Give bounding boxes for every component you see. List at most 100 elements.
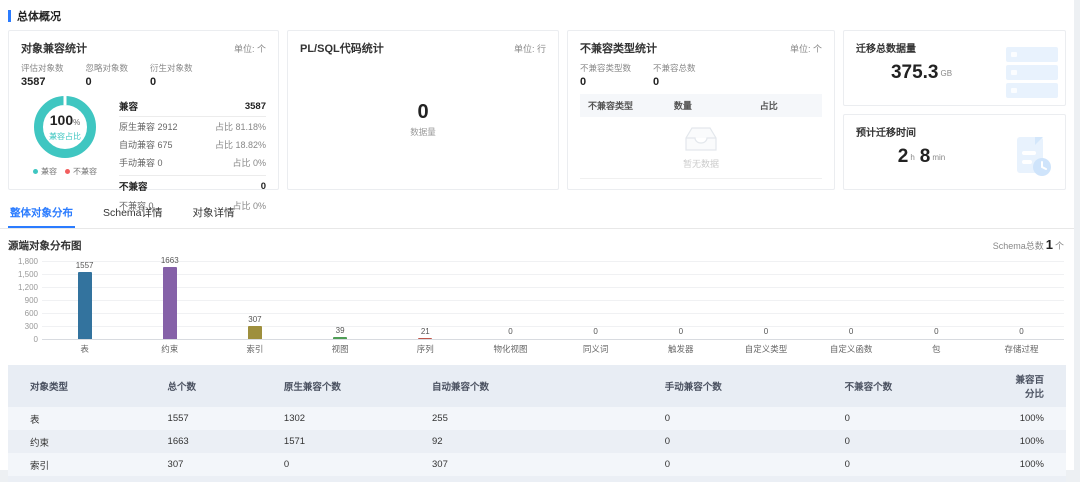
bar-value-label: 39	[335, 326, 345, 335]
card-head: 对象兼容统计 单位: 个	[9, 31, 278, 60]
x-axis-label: 同义词	[582, 344, 609, 354]
compat-row-label: 自动兼容 675	[119, 139, 173, 150]
table-column-header: 兼容百分比	[1013, 365, 1066, 407]
table-cell: 0	[822, 453, 1014, 476]
legend-dot	[33, 169, 38, 174]
object-distribution-chart: 0 300 600 900 1,200 1,500 1,800 1557 1663 307 39 21…	[8, 256, 1064, 355]
card-unit: 单位: 个	[233, 43, 266, 54]
col-header: 占比	[759, 101, 778, 111]
table-cell: 视图	[8, 476, 146, 482]
tab-overall-distribution[interactable]: 整体对象分布	[8, 200, 75, 228]
legend-item: 兼容	[33, 166, 57, 177]
table-row: 索引 307 0 307 0 0 100%	[8, 453, 1066, 476]
table-cell: 255	[410, 407, 643, 430]
compat-row: 不兼容 0	[119, 175, 266, 196]
donut-percent: 100%	[49, 111, 81, 128]
stat-value: 0	[85, 76, 92, 88]
empty-text: 暂无数据	[682, 159, 719, 169]
gridline	[42, 287, 1064, 288]
stat-label: 衍生对象数	[150, 63, 193, 73]
bar-slot: 307	[212, 261, 297, 339]
bar-value-label: 0	[508, 327, 513, 336]
stat-block: 忽略对象数 0	[86, 62, 129, 88]
donut-notch	[63, 95, 67, 105]
table-cell: 0	[261, 453, 411, 476]
migration-time-value: 2 h 8 min	[897, 146, 946, 167]
bar-value-label: 21	[420, 327, 430, 336]
empty-state: 暂无数据	[580, 117, 822, 179]
table-cell: 100%	[1013, 430, 1066, 453]
tab-object-detail[interactable]: 对象详情	[192, 207, 235, 219]
stat-label: 不兼容类型数	[580, 63, 632, 73]
bar-slot: 0	[468, 261, 553, 339]
compat-row-label: 不兼容	[119, 182, 148, 193]
donut-chart: 100% 兼容占比	[34, 95, 96, 158]
bar	[162, 267, 177, 339]
compat-row-value: 0	[260, 180, 266, 192]
incompatible-types-card: 不兼容类型统计 单位: 个 不兼容类型数 0 不兼容总数 0 不兼容类型 数量 占比 …	[567, 30, 835, 190]
card-head: PL/SQL代码统计 单位: 行	[288, 31, 558, 60]
bar-slot: 0	[894, 261, 979, 339]
x-axis-label: 自定义类型	[744, 344, 788, 354]
card-title: 预计迁移时间	[856, 128, 916, 139]
page-title-row: 总体概况	[0, 0, 1074, 28]
card-title: 迁移总数据量	[856, 44, 916, 55]
stat-block: 衍生对象数 0	[150, 62, 193, 88]
table-cell: 100%	[1013, 476, 1066, 482]
compat-row-label: 原生兼容 2912	[119, 121, 178, 132]
donut-legend: 兼容 不兼容	[33, 166, 97, 177]
bar-slot: 0	[553, 261, 638, 339]
x-axis-label: 物化视图	[493, 344, 528, 354]
table-cell: 约束	[8, 430, 146, 453]
gridline	[42, 313, 1064, 314]
table-column-header: 总个数	[145, 365, 262, 407]
bar-value-label: 307	[248, 315, 262, 324]
x-axis-label: 表	[80, 344, 89, 354]
table-column-header: 对象类型	[8, 365, 146, 407]
empty-inbox-icon	[685, 127, 717, 151]
document-clock-icon	[999, 115, 1065, 189]
y-axis-label: 1,500	[17, 270, 38, 279]
compat-row-label: 不兼容 0	[119, 200, 154, 211]
bar-value-label: 0	[763, 327, 769, 336]
table-cell: 表	[8, 407, 146, 430]
compat-row-value: 占比 18.82%	[214, 139, 266, 150]
compat-row-label: 兼容	[119, 102, 139, 113]
y-axis-label: 600	[24, 309, 38, 318]
x-axis-label: 自定义函数	[829, 344, 873, 354]
gridline	[42, 300, 1064, 301]
table-column-header: 不兼容个数	[822, 365, 1014, 407]
bar-value-label: 1557	[75, 261, 94, 270]
stat-label: 不兼容总数	[653, 63, 696, 73]
x-axis-label: 约束	[161, 344, 179, 354]
table-cell: 1302	[261, 407, 411, 430]
compat-row: 不兼容 0 占比 0%	[119, 196, 266, 214]
bar-value-label: 1663	[160, 256, 179, 265]
stat-value: 0	[580, 76, 587, 88]
table-cell: 39	[261, 476, 411, 482]
plsql-stats-card: PL/SQL代码统计 单位: 行 0 数据量	[287, 30, 559, 190]
table-cell: 100%	[1013, 407, 1066, 430]
bar-slot: 39	[298, 261, 383, 339]
chart-plot-area: 0 300 600 900 1,200 1,500 1,800 1557 1663 307 39 21…	[18, 256, 1064, 344]
migration-volume-value: 375.3 GB	[890, 62, 953, 83]
title-accent-bar	[8, 10, 11, 22]
table-cell: 39	[145, 476, 262, 482]
bar-value-label: 0	[934, 327, 939, 336]
table-cell: 0	[642, 453, 823, 476]
migration-time-card: 预计迁移时间 2 h 8 min	[843, 114, 1066, 190]
object-summary-table: 对象类型 总个数 原生兼容个数 自动兼容个数 手动兼容个数 不兼容个数 兼容百分比 表 155…	[8, 365, 1066, 482]
bar-slot: 0	[979, 261, 1064, 339]
database-server-icon	[999, 31, 1065, 105]
chart-header-row: 源端对象分布图 Schema总数 1 个	[8, 237, 1064, 253]
table-cell: 0	[822, 430, 1014, 453]
table-cell: 0	[642, 476, 823, 482]
migration-column: 迁移总数据量 375.3 GB 预计迁移时间 2 h 8 min	[843, 30, 1066, 190]
stat-cards-row: 对象兼容统计 单位: 个 评估对象数 3587 忽略对象数 0 衍生对象数 0 100% …	[8, 30, 1066, 211]
y-axis-label: 0	[33, 335, 38, 344]
tab-schema-detail[interactable]: Schema详情	[103, 207, 163, 219]
card-unit: 单位: 行	[513, 43, 546, 54]
table-header-row: 对象类型 总个数 原生兼容个数 自动兼容个数 手动兼容个数 不兼容个数 兼容百分比	[8, 365, 1066, 407]
gridline	[42, 326, 1064, 327]
compat-row-value: 3587	[244, 100, 266, 112]
